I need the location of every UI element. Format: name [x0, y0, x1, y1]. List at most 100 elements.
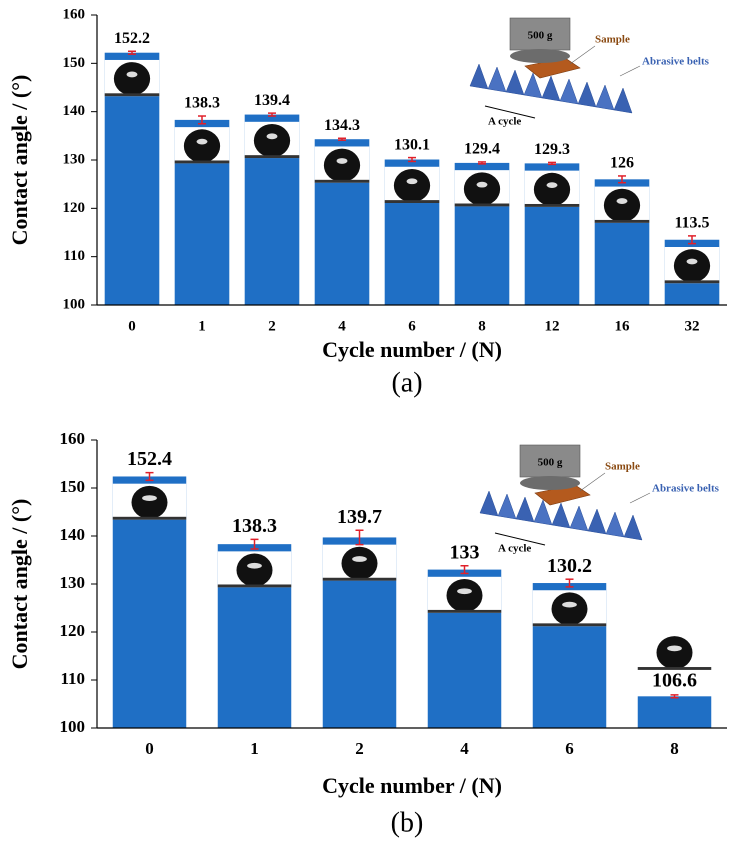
droplet	[673, 249, 711, 283]
droplet-substrate	[244, 155, 300, 159]
droplet-highlight	[247, 562, 262, 569]
x-tick-label: 8	[478, 318, 486, 334]
droplet	[551, 592, 588, 626]
droplet-substrate	[322, 577, 397, 581]
x-axis-label: Cycle number / (N)	[322, 773, 502, 798]
x-tick-label: 2	[355, 739, 364, 758]
panel-label: (b)	[391, 807, 424, 838]
droplet-highlight	[266, 133, 278, 140]
x-tick-label: 16	[615, 318, 631, 334]
droplet	[341, 546, 378, 580]
y-tick-label: 160	[63, 6, 86, 22]
droplet	[446, 578, 483, 613]
abrasive-tooth	[613, 87, 633, 114]
x-tick-label: 6	[408, 318, 416, 334]
value-label: 133	[450, 541, 480, 563]
y-axis-label: Contact angle / (°)	[7, 75, 32, 246]
abrasive-tooth	[523, 72, 543, 99]
leader-line	[579, 472, 606, 492]
droplet-highlight	[406, 178, 418, 185]
inset-label: 500 g	[528, 30, 553, 42]
weight-bottom	[520, 476, 580, 490]
droplet-substrate	[314, 179, 370, 183]
y-tick-label: 150	[60, 477, 86, 496]
droplet-substrate	[637, 667, 712, 670]
x-tick-label: 4	[338, 318, 346, 334]
x-tick-label: 1	[250, 739, 259, 758]
inset-label: A cycle	[498, 543, 531, 555]
value-label: 138.3	[184, 95, 220, 112]
droplet-highlight	[667, 645, 682, 652]
value-label: 113.5	[674, 215, 709, 232]
y-tick-label: 110	[60, 669, 85, 688]
y-axis-label: Contact angle / (°)	[7, 499, 32, 670]
inset-label: Sample	[605, 461, 640, 473]
value-label: 139.4	[254, 92, 290, 109]
inset-label: Abrasive belts	[642, 56, 710, 68]
inset-diagram: 500 g Sample Abrasive belts A cycle	[479, 444, 720, 555]
y-tick-label: 120	[63, 200, 86, 216]
y-tick-label: 100	[60, 717, 86, 736]
droplet	[131, 485, 168, 519]
droplet	[253, 123, 291, 158]
inset-diagram: 500 g Sample Abrasive belts A cycle	[469, 17, 710, 128]
abrasive-tooth	[533, 499, 553, 526]
droplet-highlight	[476, 181, 488, 188]
weight-body	[509, 17, 571, 51]
y-tick-label: 130	[63, 151, 86, 167]
inset-label: A cycle	[488, 116, 521, 128]
droplet-highlight	[562, 601, 577, 608]
abrasive-tooth	[577, 81, 597, 108]
weight-body	[519, 444, 581, 478]
abrasive-tooth	[505, 69, 525, 96]
value-label: 129.4	[464, 141, 500, 158]
abrasive-tooth	[605, 511, 625, 538]
x-tick-label: 0	[128, 318, 136, 334]
droplet-highlight	[126, 71, 138, 78]
y-tick-label: 140	[60, 525, 86, 544]
droplet-substrate	[112, 516, 187, 520]
droplet-substrate	[427, 609, 502, 613]
droplet-substrate	[532, 623, 607, 627]
leader-line	[619, 65, 641, 77]
x-axis-label: Cycle number / (N)	[322, 337, 502, 362]
abrasive-tooth	[569, 505, 589, 532]
abrasive-tooth	[487, 66, 507, 93]
value-label: 139.7	[337, 506, 382, 528]
y-tick-label: 100	[63, 296, 86, 312]
droplet	[393, 168, 431, 203]
x-tick-label: 2	[268, 318, 276, 334]
leader-line	[629, 492, 651, 504]
droplet-highlight	[352, 556, 367, 562]
droplet	[323, 148, 361, 182]
droplet	[463, 172, 501, 206]
droplet-substrate	[524, 203, 580, 207]
panel-label: (a)	[391, 367, 422, 398]
abrasive-tooth	[623, 514, 643, 541]
y-tick-label: 110	[63, 248, 85, 264]
value-label: 138.3	[232, 515, 277, 537]
droplet-highlight	[457, 588, 472, 595]
droplet-highlight	[686, 258, 698, 265]
x-tick-label: 6	[565, 739, 574, 758]
value-label: 130.2	[547, 555, 592, 577]
x-tick-label: 4	[460, 739, 469, 758]
y-tick-label: 140	[63, 103, 86, 119]
value-label: 152.4	[127, 448, 172, 470]
value-label: 134.3	[324, 117, 360, 134]
droplet	[656, 636, 693, 670]
inset-label: Abrasive belts	[652, 483, 720, 495]
abrasive-tooth	[479, 490, 499, 517]
inset-label: Sample	[595, 34, 630, 46]
x-tick-label: 1	[198, 318, 206, 334]
x-tick-label: 12	[545, 318, 560, 334]
droplet	[236, 553, 273, 587]
droplet-substrate	[174, 160, 230, 164]
droplet-highlight	[336, 158, 348, 164]
value-label: 130.1	[394, 136, 430, 153]
droplet-substrate	[454, 203, 510, 207]
abrasive-tooth	[469, 63, 489, 90]
inset-label: 500 g	[538, 457, 563, 469]
bar	[637, 696, 712, 728]
